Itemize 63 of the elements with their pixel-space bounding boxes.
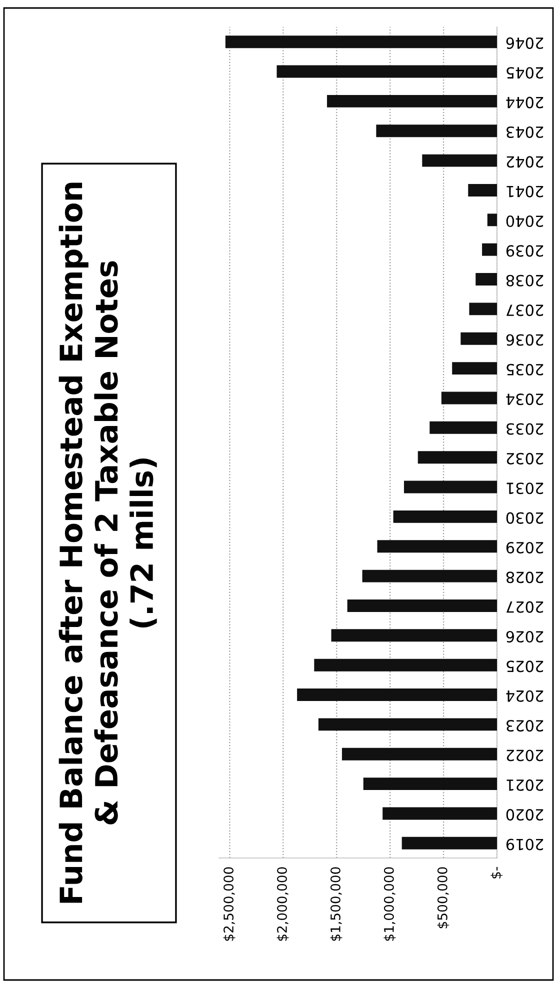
bar xyxy=(318,718,497,731)
bar xyxy=(452,362,497,375)
bar xyxy=(469,302,497,316)
y-tick-label: 2041 xyxy=(506,186,544,198)
bar xyxy=(297,688,497,701)
bar xyxy=(430,421,497,434)
text: Fund Balance after Homestead Exemption & Defeasance of 2 Taxable Notes (.72 mills) xyxy=(58,182,157,903)
bar xyxy=(418,451,497,464)
bar xyxy=(393,510,497,523)
bar xyxy=(404,480,497,494)
y-tick-label: 2021 xyxy=(506,779,544,791)
y-tick-label: 2035 xyxy=(506,364,544,376)
y-tick-label: 2039 xyxy=(506,245,544,257)
y-tick-label: 2032 xyxy=(506,452,544,464)
bar xyxy=(382,807,497,820)
y-tick-label: 2036 xyxy=(506,334,544,346)
y-tick-label: 2044 xyxy=(506,96,544,108)
y-tick-label: 2027 xyxy=(506,601,544,613)
x-tick-label: $- xyxy=(490,866,503,878)
y-tick-label: 2023 xyxy=(506,720,544,732)
bar xyxy=(276,65,497,78)
bar xyxy=(460,332,497,345)
bar xyxy=(376,124,497,138)
y-tick-label: 2020 xyxy=(506,809,544,821)
bar xyxy=(363,778,497,790)
x-tick-label: $1,500,000 xyxy=(330,867,342,941)
y-tick-label: 2045 xyxy=(506,67,544,79)
y-tick-label: 2029 xyxy=(506,542,544,554)
bar xyxy=(468,184,497,196)
bar xyxy=(402,836,497,850)
y-tick-label: 2025 xyxy=(506,660,544,672)
bar xyxy=(482,243,497,256)
x-tick-label: $500,000 xyxy=(437,867,450,928)
x-tick-label: $2,000,000 xyxy=(276,867,289,941)
y-tick-label: 2028 xyxy=(506,572,544,584)
y-tick-label: 2033 xyxy=(506,423,544,435)
bar xyxy=(487,214,497,226)
y-tick-label: 2031 xyxy=(506,482,544,494)
bar xyxy=(476,273,497,286)
y-tick-label: 2046 xyxy=(506,37,544,49)
y-tick-label: 2037 xyxy=(506,304,544,316)
bar xyxy=(225,36,497,48)
y-tick-label: 2026 xyxy=(506,630,544,643)
x-tick-label: $2,500,000 xyxy=(223,867,236,941)
bar xyxy=(377,540,497,553)
bar xyxy=(342,748,497,760)
y-tick-label: 2019 xyxy=(506,838,544,850)
y-tick-label: 2040 xyxy=(506,215,544,228)
bar xyxy=(314,658,497,672)
y-tick-label: 2043 xyxy=(506,126,544,138)
y-tick-label: 2022 xyxy=(506,750,544,762)
bar xyxy=(326,94,497,108)
y-tick-label: 2030 xyxy=(506,512,544,524)
bar xyxy=(441,392,497,404)
y-tick-label: 2034 xyxy=(506,394,544,406)
y-tick-label: 2024 xyxy=(506,690,544,702)
y-tick-label: 2042 xyxy=(506,156,544,168)
x-tick-label: $1,000,000 xyxy=(384,867,396,941)
bar xyxy=(331,629,497,642)
bar xyxy=(422,154,497,167)
y-tick-label: 2038 xyxy=(506,274,544,286)
bar xyxy=(347,600,497,612)
bar xyxy=(362,570,497,582)
